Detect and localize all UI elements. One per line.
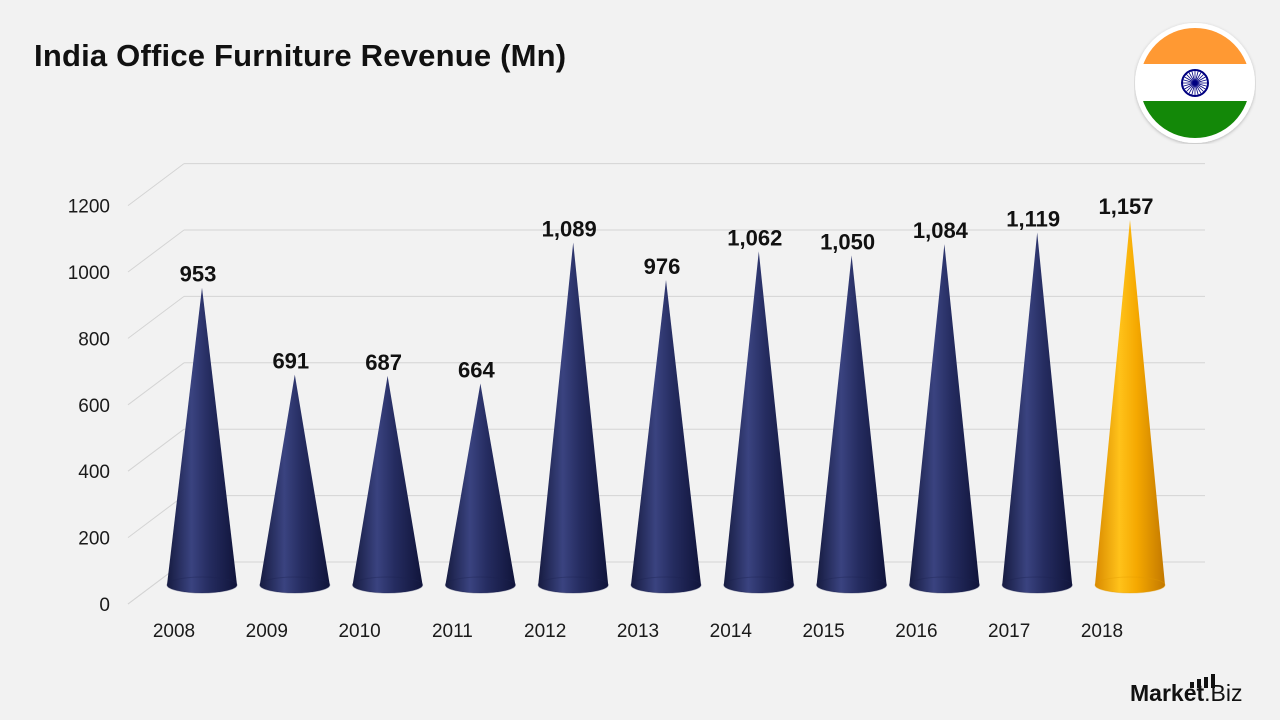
brand-rest: .Biz [1204,680,1243,706]
cone-base-2016 [908,576,980,594]
market-biz-logo: Market.Biz [1130,674,1260,710]
y-tick-label: 0 [99,595,110,616]
gridline-diagonal [127,428,185,472]
cone-bar-2016 [909,244,980,593]
data-labels: 953 691 687 664 1,089 976 1,062 1,050 1,084 1,119… [180,194,1154,383]
cone-bar-2013 [631,279,701,593]
cone-base-2010 [352,576,424,594]
cone-bar-2009 [259,374,330,593]
x-tick-label-2016: 2016 [895,621,937,642]
data-label-2013: 976 [644,254,681,279]
cone-bar-2015 [816,255,887,593]
x-tick-label-2018: 2018 [1081,621,1123,642]
data-label-2012: 1,089 [542,216,597,241]
y-tick-label: 800 [78,329,110,350]
data-label-2011: 664 [458,358,495,383]
signal-bars-icon [1190,674,1215,688]
y-axis: 0 200 400 600 800 1000 1200 [68,197,110,616]
y-tick-label: 600 [78,396,110,417]
cone-bar-2017 [1002,232,1073,593]
data-label-2017: 1,119 [1006,206,1060,231]
ashoka-chakra-icon [1181,69,1209,97]
data-label-2009: 691 [272,349,309,374]
cone-bar-2018 [1095,219,1165,593]
cone-bar-2008 [167,287,237,593]
cone-bar-2011 [445,383,516,593]
cone-base-2011 [444,576,516,594]
cone-bar-2014 [723,251,794,593]
india-flag-icon [1135,23,1255,143]
data-label-2015: 1,050 [820,229,875,254]
data-label-2018: 1,157 [1098,194,1153,219]
cone-base-2012 [537,576,609,594]
cone-bar-2010 [352,375,423,593]
chart-marks [166,219,1166,594]
cone-base-2015 [816,576,888,594]
cone-base-2008 [166,576,238,594]
gridline-diagonal [127,295,185,339]
x-tick-label-2009: 2009 [246,621,288,642]
data-label-2010: 687 [365,350,402,375]
x-tick-label-2017: 2017 [988,621,1030,642]
data-label-2008: 953 [180,262,217,287]
cone-base-2017 [1001,576,1073,594]
gridline-diagonal [127,163,185,207]
cone-base-2014 [723,576,795,594]
x-tick-label-2011: 2011 [432,621,473,642]
y-tick-label: 1000 [68,263,110,284]
gridline-diagonal [127,229,185,273]
x-tick-label-2012: 2012 [524,621,566,642]
gridline-diagonal [127,495,185,538]
cone-base-2009 [259,576,331,594]
cone-bar-2012 [538,242,609,593]
cone-base-2018 [1094,576,1166,594]
x-tick-label-2010: 2010 [338,621,380,642]
data-label-2014: 1,062 [727,225,782,250]
data-label-2016: 1,084 [913,218,969,243]
gridline-diagonal [127,362,185,406]
y-tick-label: 200 [78,529,110,550]
x-axis: 2008 2009 2010 2011 2012 2013 2014 2015 2016 2017… [153,621,1123,642]
chart-title: India Office Furniture Revenue (Mn) [34,38,567,73]
y-tick-label: 400 [78,462,110,483]
x-tick-label-2008: 2008 [153,621,195,642]
x-tick-label-2013: 2013 [617,621,659,642]
y-tick-label: 1200 [68,197,110,218]
x-tick-label-2014: 2014 [710,621,753,642]
cone-base-2013 [630,576,702,594]
x-tick-label-2015: 2015 [802,621,844,642]
